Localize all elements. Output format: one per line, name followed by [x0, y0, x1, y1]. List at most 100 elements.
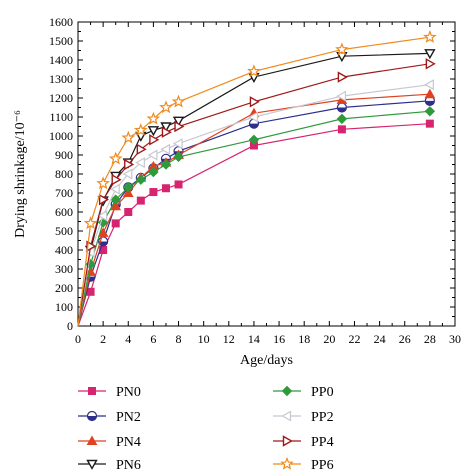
data-point-pp2	[109, 183, 120, 195]
data-point-pp4	[161, 126, 172, 138]
data-point-pn2	[336, 102, 347, 113]
y-tick-label: 1600	[49, 15, 73, 29]
x-tick-label: 28	[424, 332, 436, 346]
series-line-pn0	[77, 123, 430, 327]
x-tick-label: 20	[323, 332, 335, 346]
legend-label-pp2: PP2	[311, 410, 334, 425]
data-point-pp6	[133, 123, 148, 137]
data-point-pn0	[124, 208, 133, 216]
data-point-pn0	[337, 125, 346, 134]
x-tick-label: 10	[198, 332, 210, 346]
data-point-pn6	[172, 116, 185, 127]
x-tick-label: 22	[348, 332, 360, 346]
legend-marker-pn4	[86, 435, 98, 445]
data-point-pp0	[248, 134, 260, 146]
data-point-pp0	[160, 159, 172, 170]
data-point-pn4	[110, 200, 122, 211]
legend-marker-pn2	[86, 410, 98, 422]
y-tick-label: 200	[55, 281, 73, 295]
y-axis-title: Drying shrinkage/10⁻⁶	[13, 110, 28, 238]
legend-item-pp4: PP4	[273, 435, 334, 450]
legend-label-pn6: PN6	[116, 458, 141, 473]
data-point-pp6	[335, 42, 349, 56]
x-tick-label: 12	[223, 332, 235, 346]
x-tick-label: 26	[399, 332, 411, 346]
data-point-pp2	[122, 168, 133, 180]
y-tick-label: 0	[67, 319, 73, 333]
legend-label-pn2: PN2	[116, 410, 141, 425]
series-line-pp4	[77, 63, 430, 327]
x-tick-label: 6	[150, 332, 156, 346]
y-tick-label: 1300	[49, 72, 73, 86]
legend-item-pp0: PP0	[273, 385, 334, 400]
data-point-pn0	[149, 188, 158, 197]
legend-item-pp2: PP2	[273, 410, 334, 425]
y-tick-label: 1100	[49, 110, 73, 124]
series-line-pn2	[77, 100, 430, 327]
data-point-pp0	[123, 182, 134, 193]
series-line-pp0	[77, 110, 430, 327]
x-tick-label: 4	[125, 332, 131, 346]
x-tick-label: 18	[298, 332, 310, 346]
data-point-pp2	[147, 149, 158, 161]
data-point-pp2	[172, 138, 183, 150]
data-point-pp6	[121, 130, 136, 144]
data-point-pp4	[425, 58, 436, 70]
x-tick-label: 0	[75, 332, 81, 346]
data-point-pp4	[337, 71, 348, 83]
legend-label-pp6: PP6	[311, 458, 334, 473]
data-point-pp6	[171, 94, 186, 108]
x-axis-title: Age/days	[240, 353, 293, 368]
data-point-pp2	[424, 79, 434, 91]
series-layer	[77, 30, 437, 327]
data-point-pn0	[425, 119, 434, 128]
y-tick-label: 500	[55, 224, 73, 238]
data-point-pp6	[422, 30, 437, 43]
data-point-pp4	[149, 134, 160, 146]
data-point-pp0	[424, 106, 436, 117]
legend-item-pn4: PN4	[78, 435, 141, 450]
legend-marker-pn0	[88, 387, 96, 395]
data-point-pp4	[136, 143, 147, 155]
series-pp0	[77, 106, 436, 327]
y-tick-label: 400	[55, 243, 73, 257]
data-point-pp4	[174, 120, 185, 133]
x-tick-label: 16	[273, 332, 285, 346]
data-point-pn6	[424, 49, 436, 60]
x-tick-label: 8	[176, 332, 182, 346]
data-point-pp6	[108, 151, 123, 165]
legend-marker-pp2	[281, 410, 292, 422]
legend-label-pp0: PP0	[311, 385, 334, 400]
x-tick-label: 14	[248, 332, 260, 346]
data-point-pn0	[136, 196, 145, 205]
data-point-pp2	[97, 210, 108, 222]
data-point-pp0	[148, 166, 159, 178]
x-tick-label: 2	[100, 332, 106, 346]
data-point-pp0	[110, 194, 121, 205]
y-tick-label: 800	[55, 167, 73, 181]
data-point-pp2	[248, 111, 259, 123]
data-point-pn0	[174, 180, 183, 189]
data-point-pp6	[146, 111, 161, 125]
legend-label-pn4: PN4	[116, 435, 141, 450]
y-tick-label: 1200	[49, 91, 73, 105]
series-pn0	[77, 119, 434, 327]
x-tick-label: 24	[374, 332, 386, 346]
series-pp4	[77, 58, 436, 327]
y-tick-label: 1000	[49, 129, 73, 143]
legend-item-pn2: PN2	[78, 410, 141, 425]
axes: 0 2 4 6 8 10 12 14 16 18 20 22 24 26 28 300100200300400…	[13, 15, 461, 368]
series-pp2	[77, 79, 434, 327]
data-point-pn0	[86, 287, 95, 296]
data-point-pp2	[160, 143, 171, 155]
data-point-pp2	[135, 157, 145, 169]
legend-marker-pp0	[281, 385, 293, 397]
series-line-pp6	[77, 36, 430, 327]
legend-marker-pn6	[86, 459, 98, 470]
legend-item-pn0: PN0	[78, 385, 141, 400]
y-tick-label: 600	[55, 205, 73, 219]
data-point-pp2	[336, 90, 346, 102]
data-point-pn0	[161, 184, 170, 193]
legend-label-pp4: PP4	[311, 435, 334, 450]
